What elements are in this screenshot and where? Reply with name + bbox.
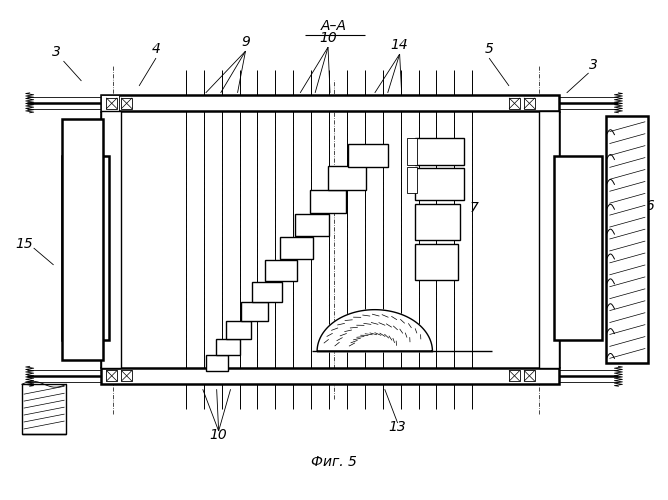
Bar — [240, 302, 269, 320]
Bar — [265, 260, 297, 281]
Text: 7: 7 — [470, 201, 479, 215]
Text: 9: 9 — [241, 35, 250, 49]
Bar — [348, 144, 387, 168]
Bar — [226, 320, 251, 338]
Text: 4: 4 — [152, 42, 160, 56]
Bar — [310, 190, 346, 213]
Bar — [539, 111, 558, 368]
Text: А–А: А–А — [321, 19, 347, 33]
Text: Фиг. 5: Фиг. 5 — [311, 455, 357, 469]
Bar — [121, 370, 132, 382]
Bar — [407, 168, 417, 194]
Text: 10: 10 — [210, 428, 228, 442]
Bar — [216, 338, 240, 355]
Bar — [415, 168, 464, 200]
Bar — [407, 138, 417, 166]
Text: 3: 3 — [589, 58, 598, 72]
Bar — [106, 370, 117, 382]
Bar — [121, 98, 132, 109]
Bar — [524, 370, 535, 382]
Bar — [524, 98, 535, 109]
Text: 3: 3 — [52, 45, 61, 59]
Bar — [106, 98, 117, 109]
Bar — [295, 214, 329, 236]
Bar — [61, 118, 104, 360]
Bar — [415, 204, 460, 240]
Bar — [61, 156, 110, 340]
Bar — [415, 244, 458, 280]
Bar — [509, 370, 520, 382]
Bar — [22, 384, 67, 434]
Text: 13: 13 — [389, 420, 407, 434]
Text: 15: 15 — [15, 237, 33, 251]
Text: 16: 16 — [637, 199, 655, 213]
Bar — [509, 98, 520, 109]
Bar — [102, 113, 119, 368]
Bar — [102, 111, 121, 368]
Polygon shape — [317, 310, 432, 352]
Text: 5: 5 — [485, 42, 494, 56]
Bar — [253, 282, 283, 302]
Bar — [102, 368, 558, 384]
Bar — [554, 156, 601, 340]
Text: 10: 10 — [319, 31, 337, 45]
Bar — [415, 138, 464, 166]
Bar — [102, 95, 119, 352]
Bar — [281, 237, 313, 259]
Bar — [607, 116, 648, 364]
Bar — [328, 166, 366, 190]
Bar — [206, 356, 228, 372]
Text: 14: 14 — [391, 38, 409, 52]
Bar — [102, 95, 558, 111]
